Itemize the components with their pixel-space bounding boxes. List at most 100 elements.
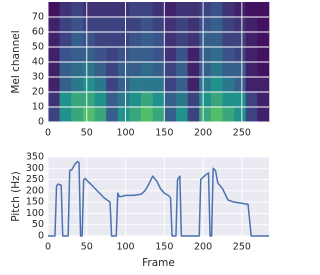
heatmap-cell bbox=[106, 2, 119, 18]
heatmap-cell bbox=[175, 32, 188, 48]
y-tick-label: 10 bbox=[32, 102, 44, 113]
heatmap-cell bbox=[187, 77, 200, 93]
heatmap-cell bbox=[187, 62, 200, 78]
y-tick-label: 70 bbox=[32, 12, 44, 23]
x-tick-label: 100 bbox=[116, 242, 134, 253]
heatmap-cell bbox=[234, 2, 247, 18]
heatmap-cell bbox=[59, 62, 72, 78]
y-tick-label: 30 bbox=[32, 72, 44, 83]
heatmap-cell bbox=[152, 92, 165, 108]
heatmap-cell bbox=[117, 17, 130, 33]
y-tick-label: 300 bbox=[26, 163, 44, 174]
heatmap-cell bbox=[71, 2, 84, 18]
heatmap-cell bbox=[234, 92, 247, 108]
heatmap-cell bbox=[152, 17, 165, 33]
heatmap-cell bbox=[257, 2, 270, 18]
heatmap-cell bbox=[199, 47, 212, 63]
heatmap-cell bbox=[59, 77, 72, 93]
heatmap-cell bbox=[152, 62, 165, 78]
heatmap-cell bbox=[117, 77, 130, 93]
heatmap-cell bbox=[59, 32, 72, 48]
y-tick-label: 200 bbox=[26, 185, 44, 196]
heatmap-cell bbox=[82, 77, 95, 93]
heatmap-cell bbox=[129, 47, 142, 63]
heatmap-cell bbox=[71, 107, 84, 123]
x-tick-label: 200 bbox=[194, 128, 212, 139]
heatmap-cell bbox=[199, 107, 212, 123]
heatmap-cell bbox=[141, 92, 153, 108]
x-axis-label: Frame bbox=[142, 257, 175, 269]
heatmap-cell bbox=[106, 92, 119, 108]
heatmap-cell bbox=[82, 17, 95, 33]
heatmap-cell bbox=[175, 92, 188, 108]
heatmap-cell bbox=[164, 77, 177, 93]
heatmap-cell bbox=[257, 77, 270, 93]
heatmap-cell bbox=[245, 77, 258, 93]
pitch-line bbox=[48, 160, 269, 237]
x-tick-label: 0 bbox=[45, 128, 51, 139]
heatmap-cell bbox=[199, 2, 212, 18]
heatmap-cell bbox=[199, 92, 212, 108]
heatmap-cell bbox=[234, 17, 247, 33]
heatmap-cell bbox=[48, 17, 60, 33]
y-tick-label: 0 bbox=[38, 117, 44, 128]
heatmap-cell bbox=[152, 77, 165, 93]
heatmap-cell bbox=[175, 107, 188, 123]
heatmap-cell bbox=[222, 32, 235, 48]
y-tick-label: 350 bbox=[26, 152, 44, 163]
heatmap-cell bbox=[222, 47, 235, 63]
heatmap-cell bbox=[245, 92, 258, 108]
heatmap-cell bbox=[245, 62, 258, 78]
x-tick-label: 150 bbox=[155, 242, 173, 253]
heatmap-cell bbox=[106, 107, 119, 123]
heatmap-cell bbox=[234, 77, 247, 93]
heatmap-cell bbox=[152, 32, 165, 48]
heatmap-cell bbox=[199, 77, 212, 93]
heatmap-cell bbox=[82, 62, 95, 78]
y-tick-label: 20 bbox=[32, 87, 44, 98]
heatmap-cell bbox=[187, 2, 200, 18]
heatmap-cell bbox=[222, 62, 235, 78]
heatmap-cell bbox=[48, 92, 60, 108]
heatmap-cell bbox=[94, 77, 107, 93]
heatmap-cell bbox=[187, 32, 200, 48]
heatmap-cell bbox=[222, 92, 235, 108]
heatmap-cell bbox=[257, 32, 270, 48]
heatmap-cell bbox=[82, 2, 95, 18]
heatmap-cell bbox=[234, 107, 247, 123]
heatmap-cell bbox=[94, 107, 107, 123]
heatmap-cell bbox=[187, 47, 200, 63]
heatmap-cell bbox=[187, 107, 200, 123]
heatmap-cell bbox=[129, 2, 142, 18]
heatmap-cell bbox=[48, 62, 60, 78]
heatmap-cell bbox=[245, 107, 258, 123]
heatmap-cell bbox=[94, 2, 107, 18]
heatmap-cell bbox=[199, 62, 212, 78]
heatmap-cell bbox=[187, 17, 200, 33]
heatmap-cell bbox=[82, 47, 95, 63]
heatmap-cell bbox=[129, 17, 142, 33]
heatmap-cell bbox=[117, 107, 130, 123]
heatmap-cell bbox=[141, 62, 153, 78]
heatmap-cell bbox=[141, 17, 153, 33]
heatmap-cell bbox=[129, 107, 142, 123]
heatmap-cell bbox=[82, 92, 95, 108]
heatmap-cell bbox=[175, 62, 188, 78]
heatmap-cell bbox=[164, 2, 177, 18]
heatmap-cell bbox=[71, 62, 84, 78]
heatmap-cell bbox=[117, 2, 130, 18]
y-tick-label: 50 bbox=[32, 42, 44, 53]
heatmap-cell bbox=[257, 92, 270, 108]
heatmap-cell bbox=[129, 62, 142, 78]
heatmap-cell bbox=[82, 32, 95, 48]
heatmap-cell bbox=[234, 62, 247, 78]
heatmap-cell bbox=[94, 47, 107, 63]
heatmap-cell bbox=[164, 62, 177, 78]
heatmap-cell bbox=[94, 62, 107, 78]
y-tick-label: 0 bbox=[38, 231, 44, 242]
heatmap-cell bbox=[152, 2, 165, 18]
heatmap-cell bbox=[141, 77, 153, 93]
heatmap-cell bbox=[222, 17, 235, 33]
heatmap-cell bbox=[164, 32, 177, 48]
heatmap-cell bbox=[245, 17, 258, 33]
